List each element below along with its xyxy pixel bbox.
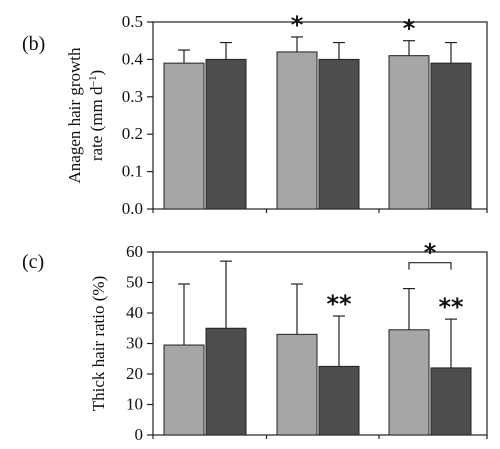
y-tick-label: 50 xyxy=(126,273,143,292)
significance-marker: * xyxy=(291,11,304,39)
significance-marker: * xyxy=(403,15,416,43)
bar xyxy=(430,62,472,210)
y-tick-label: 60 xyxy=(126,242,143,261)
significance-bracket xyxy=(408,262,452,270)
y-tick-label: 0.3 xyxy=(122,87,143,106)
y-tick-label: 40 xyxy=(126,303,143,322)
y-tick-label: 10 xyxy=(126,395,143,414)
bar xyxy=(276,333,318,436)
bar xyxy=(388,55,430,210)
bar xyxy=(205,58,247,210)
bar xyxy=(276,51,318,210)
y-tick-label: 20 xyxy=(126,364,143,383)
bar xyxy=(430,367,472,436)
y-tick-label: 0.0 xyxy=(122,199,143,218)
y-tick-label: 30 xyxy=(126,334,143,353)
y-tick-label: 0.2 xyxy=(122,124,143,143)
significance-marker: ** xyxy=(438,293,464,321)
significance-marker: * xyxy=(424,239,437,267)
bar xyxy=(205,327,247,436)
y-tick-label: 0 xyxy=(135,425,144,444)
bar xyxy=(163,62,205,210)
bar xyxy=(318,58,360,210)
y-tick-label: 0.1 xyxy=(122,162,143,181)
y-axis-label-unit: rate (mm d–1) xyxy=(87,70,106,161)
chart-panel-b: 0.0 0.1 0.2 0.3 0.4 0.5 (b) Anagen hair growth r… xyxy=(22,11,488,218)
y-tick-label: 0.4 xyxy=(122,49,144,68)
panel-label: (b) xyxy=(22,33,45,55)
y-axis-label: Thick hair ratio (%) xyxy=(89,276,108,411)
bar xyxy=(318,365,360,436)
y-tick-label: 0.5 xyxy=(122,12,143,31)
significance-marker: ** xyxy=(326,290,352,318)
bar xyxy=(163,344,205,436)
y-axis-label: Anagen hair growth xyxy=(65,47,84,183)
bar xyxy=(388,329,430,436)
panel-label: (c) xyxy=(22,251,44,273)
